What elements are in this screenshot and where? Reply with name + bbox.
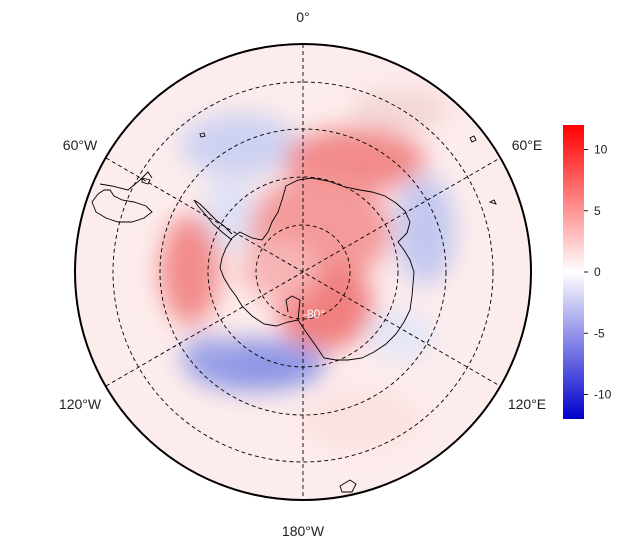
colorbar-tick-label: -10 — [594, 388, 612, 402]
bouvet-island — [199, 132, 206, 138]
meridian-120 — [105, 157, 501, 387]
south-america-north-edge — [99, 171, 153, 191]
center-latitude-label: -80° — [303, 307, 325, 321]
lon-label-0: 0° — [296, 9, 309, 25]
coastlines — [91, 132, 497, 493]
heard-island — [488, 199, 497, 205]
indian-ocean-sector-negative — [395, 175, 455, 285]
lon-label-120e: 120°E — [508, 396, 546, 412]
lon-label-60w: 60°W — [63, 137, 98, 153]
antarctic-peninsula-west-positive — [160, 215, 220, 325]
colorbar-tick-label: -5 — [594, 326, 605, 340]
colorbar-gradient — [563, 125, 584, 419]
kerguelen-island — [469, 135, 477, 143]
lat-circle-50s — [112, 81, 494, 463]
new-zealand-fragment — [339, 479, 357, 493]
map-boundary — [74, 43, 532, 501]
antarctic-peninsula-coastline — [193, 199, 233, 241]
lon-label-60e: 60°E — [512, 137, 543, 153]
anomaly-field — [75, 44, 531, 500]
lon-label-120w: 120°W — [59, 396, 102, 412]
lon-label-180w: 180°W — [282, 523, 325, 539]
graticule — [105, 44, 501, 500]
colorbar: 10 5 0 -5 -10 — [563, 125, 612, 419]
colorbar-tick-label: 10 — [594, 143, 608, 157]
colorbar-ticks: 10 5 0 -5 -10 — [584, 143, 612, 402]
falkland-islands — [141, 177, 151, 185]
south-america-tip-coastline — [91, 189, 153, 223]
south-atlantic-negative — [180, 113, 300, 177]
ross-ice-shelf-edge — [285, 295, 301, 321]
colorbar-tick-label: 0 — [594, 265, 601, 279]
colorbar-tick-label: 5 — [594, 204, 601, 218]
